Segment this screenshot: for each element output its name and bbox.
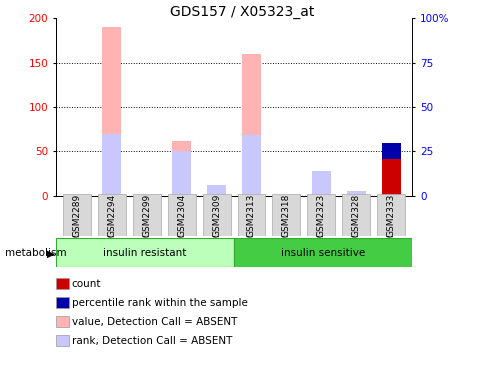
Text: GSM2313: GSM2313 [246,193,256,237]
Text: GSM2323: GSM2323 [316,193,325,237]
Text: ▶: ▶ [47,248,55,258]
Bar [346,191,365,196]
FancyBboxPatch shape [272,194,300,236]
Bar [172,152,191,196]
Text: insulin sensitive: insulin sensitive [280,247,364,258]
Bar [381,158,400,196]
Bar [311,171,330,196]
Text: GSM2294: GSM2294 [107,194,116,236]
FancyBboxPatch shape [307,194,334,236]
FancyBboxPatch shape [377,194,405,236]
Text: percentile rank within the sample: percentile rank within the sample [72,298,247,308]
Bar [242,135,260,196]
Bar [102,27,121,196]
Text: insulin resistant: insulin resistant [103,247,186,258]
Text: rank, Detection Call = ABSENT: rank, Detection Call = ABSENT [72,336,232,346]
Bar [172,141,191,196]
Text: GSM2328: GSM2328 [351,193,360,237]
Bar [381,143,400,158]
FancyBboxPatch shape [237,194,265,236]
Bar [207,185,226,196]
Text: GSM2333: GSM2333 [386,193,395,237]
Bar [102,134,121,196]
Bar [311,173,330,196]
Text: GSM2304: GSM2304 [177,193,186,237]
FancyBboxPatch shape [133,194,160,236]
FancyBboxPatch shape [342,194,370,236]
FancyBboxPatch shape [56,238,233,267]
FancyBboxPatch shape [202,194,230,236]
FancyBboxPatch shape [97,194,125,236]
Text: GSM2289: GSM2289 [72,193,81,237]
Text: value, Detection Call = ABSENT: value, Detection Call = ABSENT [72,317,237,327]
FancyBboxPatch shape [233,238,411,267]
Text: GSM2309: GSM2309 [212,193,221,237]
Text: count: count [72,279,101,289]
Text: metabolism: metabolism [5,248,66,258]
Text: GDS157 / X05323_at: GDS157 / X05323_at [170,5,314,19]
Bar [242,54,260,196]
FancyBboxPatch shape [62,194,91,236]
Text: GSM2299: GSM2299 [142,193,151,237]
Text: GSM2318: GSM2318 [281,193,290,237]
FancyBboxPatch shape [167,194,195,236]
